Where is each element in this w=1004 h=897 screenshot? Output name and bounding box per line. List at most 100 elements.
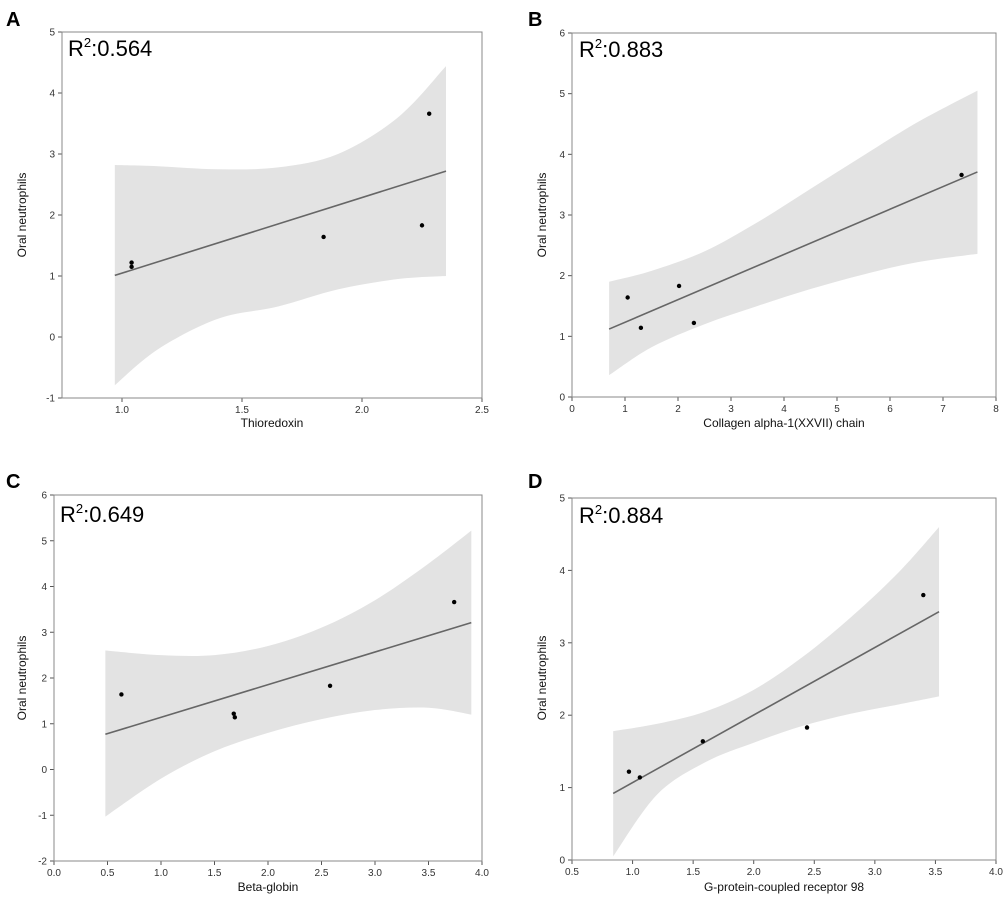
x-axis-title-a: Thioredoxin — [241, 416, 304, 430]
x-tick-label-b: 1 — [622, 404, 628, 415]
plot-frame-b — [571, 32, 997, 398]
r-squared-label-c: R2:0.649 — [60, 501, 144, 527]
panel-a: A 1.0 1.5 2.0 2.5 -1 0 1 2 3 4 5 R2:0.564 Thioredo… — [6, 9, 489, 430]
y-tick-label-a: 1 — [49, 272, 55, 283]
y-tick-label-b: 6 — [559, 29, 565, 40]
data-point-a — [129, 264, 134, 270]
x-tick-label-b: 2 — [675, 404, 681, 415]
y-axis-title-c: Oral neutrophils — [15, 636, 29, 721]
y-tick-label-a: 0 — [49, 333, 55, 344]
confidence-band-a — [114, 66, 447, 386]
x-tick-label-b: 5 — [834, 404, 840, 415]
x-tick-label-d: 2.5 — [807, 867, 821, 878]
x-tick-label-d: 1.0 — [626, 867, 640, 878]
x-tick-label-c: 2.0 — [261, 868, 275, 879]
y-tick-label-c: 4 — [41, 582, 47, 593]
y-tick-label-a: 3 — [49, 150, 55, 161]
x-tick-label-c: 3.5 — [422, 868, 436, 879]
y-axis-title-a: Oral neutrophils — [15, 173, 29, 258]
panel-label-a: A — [6, 9, 20, 31]
x-tick-label-a: 1.0 — [115, 405, 129, 416]
x-tick-label-d: 3.5 — [928, 867, 942, 878]
data-point-a — [321, 234, 326, 240]
y-tick-label-b: 2 — [559, 271, 565, 282]
y-tick-label-c: 3 — [41, 628, 47, 639]
x-tick-label-a: 2.5 — [475, 405, 489, 416]
y-tick-label-c: 6 — [41, 491, 47, 502]
x-tick-label-b: 3 — [728, 404, 734, 415]
plot-frame-a — [61, 31, 483, 399]
y-axis-title-b: Oral neutrophils — [535, 173, 549, 258]
r-squared-label-d: R2:0.884 — [579, 502, 663, 528]
y-tick-label-d: 3 — [559, 638, 565, 649]
y-tick-label-c: 2 — [41, 674, 47, 685]
data-point-c — [119, 692, 124, 697]
x-tick-label-c: 3.0 — [368, 868, 382, 879]
y-tick-label-d: 0 — [559, 856, 565, 867]
y-tick-label-a: 5 — [49, 28, 55, 39]
panel-label-d: D — [528, 471, 542, 493]
data-point-d — [700, 739, 706, 744]
x-tick-label-b: 4 — [781, 404, 787, 415]
x-axis-title-b: Collagen alpha-1(XXVII) chain — [703, 416, 864, 430]
y-tick-label-a: -1 — [46, 394, 55, 405]
y-tick-label-b: 4 — [559, 150, 565, 161]
y-tick-label-b: 3 — [559, 211, 565, 222]
y-tick-label-c: 1 — [41, 719, 47, 730]
panel-b: B 0 1 2 3 4 5 6 7 8 0 1 2 3 4 5 6 R2:0.883 Collagen alp… — [528, 9, 999, 430]
x-tick-label-c: 2.5 — [315, 868, 329, 879]
y-tick-label-d: 1 — [559, 783, 565, 794]
regression-line-b — [608, 171, 978, 330]
panel-label-c: C — [6, 471, 20, 493]
x-tick-label-b: 7 — [940, 404, 946, 415]
x-tick-label-d: 2.0 — [747, 867, 761, 878]
y-tick-label-b: 5 — [559, 89, 565, 100]
plot-frame-d — [571, 497, 997, 861]
panel-c: C 0.0 0.5 1.0 1.5 2.0 2.5 3.0 3.5 4.0 -2 -1 0 1 2 3 4 5 6… — [6, 471, 489, 894]
x-tick-label-c: 1.0 — [154, 868, 168, 879]
panel-d: D 0.5 1.0 1.5 2.0 2.5 3.0 3.5 4.0 0 1 2 3 4 5 R2:0.88… — [528, 471, 1003, 894]
data-point-c — [231, 711, 236, 716]
x-tick-label-b: 0 — [569, 404, 575, 415]
data-point-a — [427, 111, 432, 116]
y-tick-label-b: 0 — [559, 393, 565, 404]
r-squared-label-b: R2:0.883 — [579, 36, 663, 62]
plot-frame-c — [53, 494, 483, 862]
y-tick-label-c: 5 — [41, 536, 47, 547]
regression-line-a — [114, 170, 447, 277]
r-squared-label-a: R2:0.564 — [68, 35, 152, 61]
data-point-c — [451, 599, 457, 605]
y-tick-label-a: 2 — [49, 211, 55, 222]
data-point-d — [921, 592, 926, 598]
data-point-d — [804, 725, 810, 730]
y-tick-label-c: 0 — [41, 765, 47, 776]
x-tick-label-c: 4.0 — [475, 868, 489, 879]
data-point-b — [638, 325, 644, 331]
y-tick-label-c: -1 — [38, 811, 47, 822]
confidence-band-d — [613, 526, 940, 857]
data-point-d — [637, 775, 643, 780]
x-tick-label-c: 0.0 — [47, 868, 61, 879]
data-point-b — [676, 283, 682, 289]
x-tick-label-c: 0.5 — [101, 868, 115, 879]
x-tick-label-b: 6 — [887, 404, 893, 415]
data-point-a — [419, 223, 425, 228]
panel-label-b: B — [528, 9, 542, 31]
x-tick-label-d: 0.5 — [565, 867, 579, 878]
y-tick-label-d: 4 — [559, 566, 565, 577]
x-tick-label-a: 2.0 — [355, 405, 369, 416]
x-tick-label-d: 1.5 — [686, 867, 700, 878]
x-axis-title-c: Beta-globin — [238, 880, 299, 894]
x-axis-title-d: G-protein-coupled receptor 98 — [704, 880, 864, 894]
x-tick-label-d: 4.0 — [989, 867, 1003, 878]
data-point-c — [327, 683, 333, 688]
x-tick-label-a: 1.5 — [235, 405, 249, 416]
y-tick-label-d: 5 — [559, 494, 565, 505]
data-point-a — [129, 260, 134, 265]
data-point-b — [959, 172, 964, 178]
x-tick-label-c: 1.5 — [208, 868, 222, 879]
regression-line-d — [612, 610, 940, 795]
data-point-c — [232, 715, 238, 720]
y-tick-label-b: 1 — [559, 332, 565, 343]
